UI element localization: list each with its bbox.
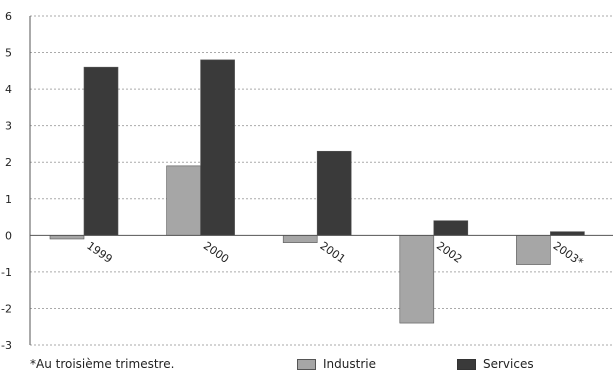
y-tick-label: 6 [5, 10, 12, 23]
x-tick-label: 2002 [434, 239, 464, 266]
y-tick-labels: -3 -2 -1 0 1 2 3 4 5 6 [1, 10, 12, 352]
y-tick-label: -1 [1, 266, 12, 279]
x-tick-label: 1999 [84, 239, 114, 266]
y-tick-label: -3 [1, 339, 12, 352]
bar-industrie [282, 235, 318, 243]
bar-services [550, 231, 585, 236]
bar-industrie [399, 235, 435, 324]
bar-industrie [516, 235, 551, 265]
legend-item-industrie: Industrie [297, 357, 376, 371]
y-tick-label: 0 [5, 229, 12, 242]
y-tick-label: 1 [5, 193, 12, 206]
gridlines [30, 15, 613, 346]
legend-swatch-industrie [297, 358, 316, 370]
y-tick-label: 5 [5, 47, 12, 60]
footnote: *Au troisième trimestre. [30, 357, 175, 371]
legend-swatch-services [457, 358, 476, 370]
bar-services [200, 59, 235, 236]
y-tick-label: 2 [5, 156, 12, 169]
legend-label-industrie: Industrie [323, 357, 376, 371]
x-tick-label: 2001 [317, 239, 347, 266]
y-tick-label: -2 [1, 302, 12, 315]
y-tick-label: 4 [5, 83, 12, 96]
bar-services [83, 66, 119, 236]
bar-industrie [49, 235, 85, 240]
bars [49, 59, 585, 324]
x-tick-labels: 1999 2000 2001 2002 2003* [84, 239, 586, 269]
legend-item-services: Services [457, 357, 534, 371]
bar-services [433, 220, 469, 236]
legend-label-services: Services [483, 357, 534, 371]
y-tick-label: 3 [5, 120, 12, 133]
bar-industrie [166, 165, 201, 236]
x-tick-label: 2003* [551, 239, 586, 269]
x-tick-label: 2000 [201, 239, 231, 266]
bar-services [316, 150, 352, 236]
